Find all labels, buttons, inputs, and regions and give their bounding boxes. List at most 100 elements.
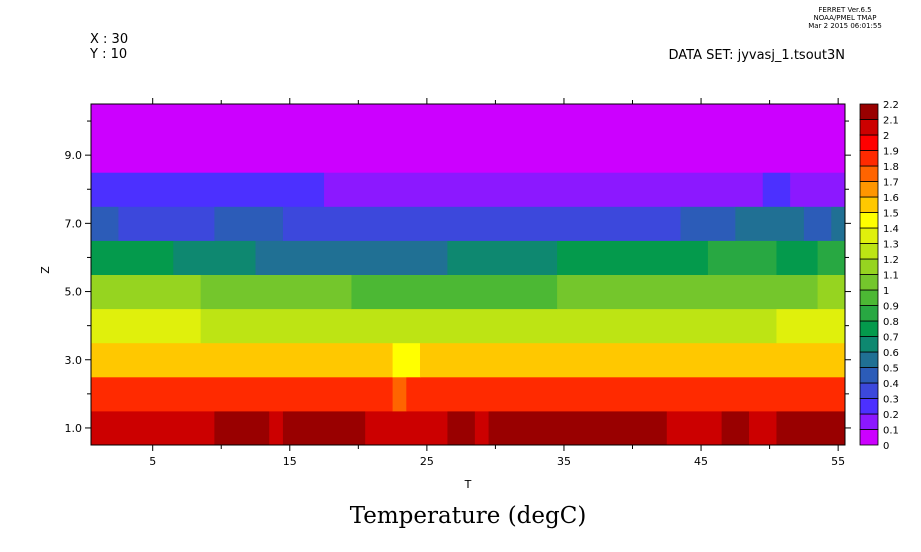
colorbar-label: 1.4 [883,224,899,235]
heatmap-cell [269,410,284,446]
heatmap-cell [365,410,448,446]
heatmap-cell [557,274,819,310]
colorbar-label: 0.8 [883,317,899,328]
y-readout: Y : 10 [90,47,128,62]
heatmap-cell [91,206,119,241]
heatmap-cell [91,172,325,207]
heatmap-cell [776,308,846,344]
y-tick-label: 9.0 [65,149,83,162]
heatmap-cell [707,240,777,275]
colorbar-swatch [859,305,879,322]
colorbar-label: 0.5 [883,364,899,375]
heatmap-cell [324,172,764,207]
colorbar-swatch [859,150,879,167]
colorbar-swatch [859,382,879,399]
header-version: FERRET Ver.6.5 [818,6,872,14]
ferret-header: FERRET Ver.6.5 NOAA/PMEL TMAP Mar 2 2015… [790,6,900,30]
colorbar-swatch [859,119,879,136]
x-tick-label: 15 [283,455,297,468]
heatmap-cell [420,342,846,378]
colorbar-label: 0.7 [883,333,899,344]
colorbar-label: 0.4 [883,379,899,390]
heatmap-cell [91,308,202,344]
y-tick-label: 5.0 [65,286,83,299]
x-tick-label: 35 [557,455,571,468]
plot-frame [90,103,846,446]
colorbar-label: 1.5 [883,209,899,220]
heatmap-cell [255,240,448,275]
heatmap-cell [474,410,490,446]
x-axis-label: T [464,478,472,491]
colorbar-label: 0 [883,441,889,452]
colorbar-swatch [859,289,879,306]
x-tick-label: 25 [420,455,434,468]
heatmap-cell [200,274,352,310]
heatmap-cell [118,206,215,241]
x-tick-label: 45 [694,455,708,468]
heatmap-cell [91,138,846,173]
heatmap-cell [392,342,421,378]
heatmap-cell [735,206,805,241]
colorbar-label: 0.6 [883,348,899,359]
y-tick-label: 7.0 [65,217,83,230]
heatmap-cell [91,410,215,446]
heatmap-cell [214,206,284,241]
heatmap-cell [557,240,709,275]
heatmap-cell [351,274,558,310]
colorbar-label: 0.3 [883,395,899,406]
heatmap-cell [392,376,407,412]
y-tick-label: 1.0 [65,422,83,435]
colorbar-label: 1 [883,286,889,297]
y-tick-label: 3.0 [65,354,83,367]
colorbar-swatch [859,134,879,151]
heatmap-cell [776,410,846,446]
heatmap-cell [762,172,791,207]
colorbar-swatch [859,243,879,260]
heatmap-cell [817,240,846,275]
heatmap-cell [282,206,681,241]
heatmap-cell [721,410,750,446]
colorbar-swatch [859,413,879,430]
colorbar-label: 1.7 [883,178,899,189]
heatmap-cell [91,274,202,310]
dataset-label: DATA SET: jyvasj_1.tsout3N [668,48,845,63]
heatmap-cell [666,410,723,446]
heatmap-cell [282,410,366,446]
colorbar-label: 1.6 [883,193,899,204]
colorbar-label: 2 [883,131,889,142]
colorbar-label: 1.8 [883,162,899,173]
heatmap-cell [200,308,777,344]
colorbar-swatch [859,212,879,229]
header-org: NOAA/PMEL TMAP [813,14,877,22]
colorbar-swatch [859,274,879,291]
colorbar-swatch [859,165,879,182]
y-axis-label: Z [39,266,52,274]
heatmap-cell [790,172,846,207]
heatmap-cell [447,240,558,275]
colorbar-label: 2.2 [883,100,899,111]
colorbar-swatch [859,258,879,275]
colorbar-swatch [859,429,879,446]
heatmap-cell [803,206,832,241]
colorbar-swatch [859,196,879,213]
heatmap-cell [173,240,257,275]
heatmap-cell [406,376,846,412]
x-tick-label: 5 [149,455,156,468]
colorbar-label: 1.9 [883,147,899,158]
heatmap-cell [447,410,476,446]
heatmap-cell [91,376,394,412]
colorbar-label: 0.1 [883,426,899,437]
colorbar-label: 1.2 [883,255,899,266]
colorbar-label: 2.1 [883,116,899,127]
x-readout: X : 30 [90,32,129,47]
colorbar-swatch [859,398,879,415]
heatmap-cell [776,240,819,275]
colorbar-label: 0.9 [883,302,899,313]
colorbar-swatch [859,336,879,353]
colorbar-swatch [859,351,879,368]
colorbar-swatch [859,367,879,384]
heatmap-cell [831,206,846,241]
header-date: Mar 2 2015 06:01:55 [808,22,882,30]
colorbar-swatch [859,227,879,244]
